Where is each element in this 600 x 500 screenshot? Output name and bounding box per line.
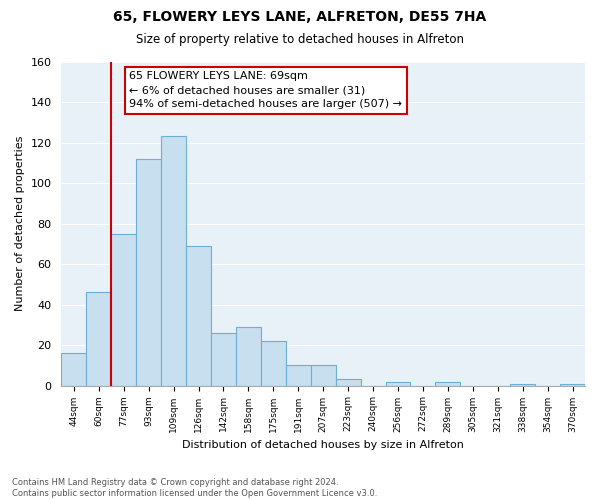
Text: 65, FLOWERY LEYS LANE, ALFRETON, DE55 7HA: 65, FLOWERY LEYS LANE, ALFRETON, DE55 7H… [113,10,487,24]
Bar [236,327,261,386]
Bar [286,366,311,386]
Bar [386,382,410,386]
Bar [436,382,460,386]
Bar [261,341,286,386]
Bar [510,384,535,386]
Bar [86,292,111,386]
Bar [161,136,186,386]
Bar [136,158,161,386]
Bar [186,246,211,386]
Bar [111,234,136,386]
Bar [335,380,361,386]
Bar [560,384,585,386]
Text: 65 FLOWERY LEYS LANE: 69sqm
← 6% of detached houses are smaller (31)
94% of semi: 65 FLOWERY LEYS LANE: 69sqm ← 6% of deta… [130,71,403,109]
Y-axis label: Number of detached properties: Number of detached properties [15,136,25,311]
Bar [311,366,335,386]
Bar [61,353,86,386]
Bar [211,333,236,386]
X-axis label: Distribution of detached houses by size in Alfreton: Distribution of detached houses by size … [182,440,464,450]
Text: Contains HM Land Registry data © Crown copyright and database right 2024.
Contai: Contains HM Land Registry data © Crown c… [12,478,377,498]
Text: Size of property relative to detached houses in Alfreton: Size of property relative to detached ho… [136,32,464,46]
